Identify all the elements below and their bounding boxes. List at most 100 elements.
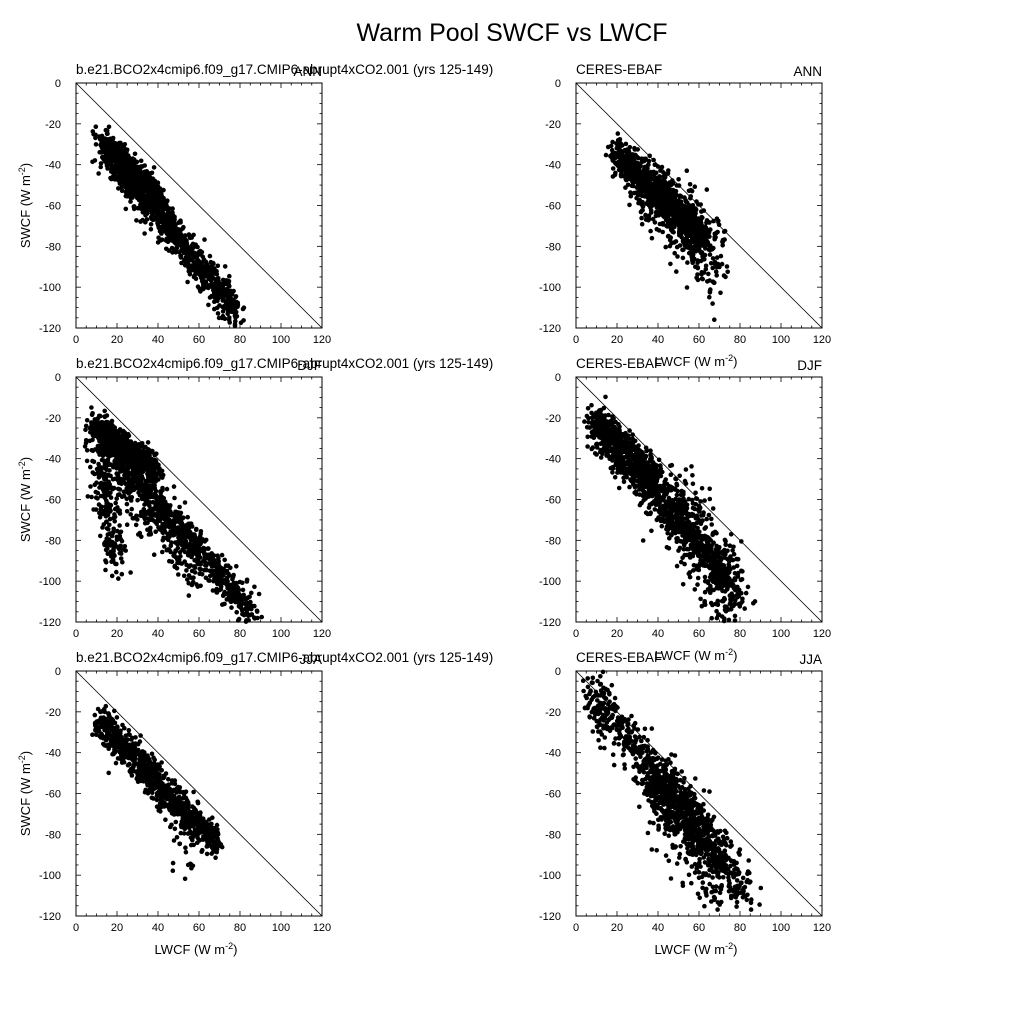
scatter-point bbox=[682, 220, 687, 226]
scatter-point bbox=[655, 182, 661, 188]
scatter-point bbox=[102, 414, 107, 419]
scatter-point bbox=[133, 522, 139, 528]
scatter-point bbox=[116, 576, 121, 581]
scatter-point bbox=[708, 227, 713, 232]
scatter-point bbox=[113, 500, 118, 506]
x-tick-label: 120 bbox=[313, 334, 331, 346]
scatter-point bbox=[249, 590, 254, 596]
scatter-point bbox=[674, 269, 679, 274]
y-tick-label: -20 bbox=[45, 119, 61, 131]
scatter-point bbox=[135, 497, 140, 503]
scatter-point bbox=[232, 323, 238, 329]
scatter-point bbox=[643, 217, 649, 222]
scatter-point bbox=[205, 546, 211, 551]
scatter-point bbox=[121, 428, 126, 434]
scatter-point bbox=[129, 506, 134, 512]
scatter-point bbox=[107, 482, 112, 487]
scatter-point bbox=[199, 266, 204, 271]
scatter-point bbox=[202, 539, 208, 544]
scatter-point bbox=[160, 549, 165, 555]
scatter-point bbox=[186, 573, 192, 578]
scatter-point bbox=[130, 516, 136, 521]
scatter-point bbox=[678, 204, 683, 209]
scatter-point bbox=[90, 458, 95, 464]
scatter-point bbox=[134, 159, 140, 165]
scatter-point bbox=[720, 237, 726, 243]
scatter-point bbox=[151, 552, 157, 557]
scatter-point bbox=[140, 184, 146, 189]
scatter-point bbox=[132, 485, 138, 490]
scatter-point bbox=[174, 236, 179, 242]
scatter-point bbox=[210, 568, 216, 574]
scatter-point bbox=[104, 541, 110, 547]
scatter-point bbox=[629, 183, 635, 188]
scatter-point bbox=[116, 175, 122, 181]
scatter-point bbox=[699, 271, 704, 277]
x-tick-label: 60 bbox=[193, 334, 205, 346]
scatter-point bbox=[198, 275, 204, 280]
scatter-point bbox=[198, 529, 204, 534]
scatter-point bbox=[636, 192, 642, 197]
scatter-point bbox=[105, 457, 111, 462]
scatter-point bbox=[105, 551, 111, 556]
scatter-point bbox=[117, 533, 123, 539]
scatter-point bbox=[159, 218, 164, 224]
scatter-point bbox=[120, 169, 126, 175]
scatter-point bbox=[669, 207, 675, 212]
panel-source-label: b.e21.BCO2x4cmip6.f09_g17.CMIP6-abrupt4x… bbox=[76, 62, 493, 77]
scatter-point bbox=[114, 537, 120, 542]
scatter-point bbox=[608, 153, 613, 159]
y-tick-label: -60 bbox=[45, 201, 61, 213]
scatter-point bbox=[115, 528, 120, 534]
scatter-point bbox=[115, 472, 121, 478]
x-tick-label: 40 bbox=[152, 628, 164, 640]
scatter-point bbox=[670, 229, 675, 235]
scatter-point bbox=[189, 524, 195, 529]
scatter-point bbox=[117, 492, 122, 497]
scatter-point bbox=[215, 298, 220, 304]
y-tick-label: 0 bbox=[555, 78, 561, 90]
y-tick-label: -120 bbox=[539, 323, 561, 335]
y-tick-label: -60 bbox=[45, 495, 61, 507]
scatter-point bbox=[117, 181, 123, 186]
scatter-point bbox=[233, 294, 239, 299]
scatter-point bbox=[699, 251, 705, 256]
scatter-point bbox=[175, 560, 180, 565]
scatter-point bbox=[96, 502, 102, 507]
scatter-point bbox=[628, 190, 633, 195]
scatter-point bbox=[243, 619, 249, 624]
scatter-point bbox=[212, 575, 217, 581]
scatter-point bbox=[105, 131, 110, 136]
scatter-point bbox=[101, 489, 107, 494]
scatter-point bbox=[153, 488, 159, 494]
scatter-point bbox=[197, 534, 203, 539]
scatter-point bbox=[213, 279, 219, 285]
scatter-point bbox=[693, 233, 699, 239]
panel-ann-model: b.e21.BCO2x4cmip6.f09_g17.CMIP6-abrupt4x… bbox=[17, 62, 493, 346]
y-tick-label: -80 bbox=[545, 241, 561, 253]
scatter-point bbox=[129, 482, 134, 488]
scatter-point bbox=[168, 509, 173, 515]
scatter-point bbox=[178, 537, 183, 543]
scatter-point bbox=[660, 229, 665, 235]
scatter-point bbox=[84, 458, 90, 464]
scatter-point bbox=[110, 137, 115, 142]
scatter-point bbox=[134, 443, 140, 449]
scatter-point bbox=[179, 260, 184, 266]
scatter-point bbox=[698, 202, 703, 207]
scatter-point bbox=[177, 231, 182, 237]
scatter-point bbox=[111, 485, 117, 491]
scatter-point bbox=[88, 464, 93, 470]
scatter-point bbox=[135, 174, 141, 180]
scatter-point bbox=[186, 521, 191, 527]
scatter-point bbox=[721, 229, 727, 234]
scatter-point bbox=[112, 541, 118, 546]
scatter-point bbox=[163, 213, 168, 218]
scatter-point bbox=[609, 147, 615, 153]
scatter-point bbox=[605, 144, 611, 150]
scatter-point bbox=[238, 605, 244, 611]
scatter-point bbox=[701, 208, 707, 213]
scatter-point bbox=[150, 511, 155, 516]
scatter-point bbox=[226, 282, 231, 287]
scatter-point bbox=[256, 591, 262, 597]
